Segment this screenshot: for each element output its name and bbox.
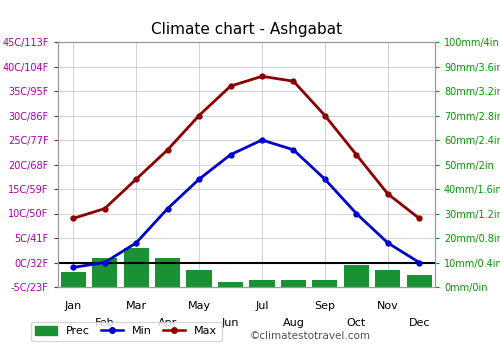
Text: Dec: Dec (408, 317, 430, 328)
Bar (250, 280, 274, 287)
Text: Nov: Nov (377, 301, 398, 311)
Bar (124, 248, 148, 287)
Bar (375, 270, 400, 287)
Bar (186, 270, 212, 287)
Text: Sep: Sep (314, 301, 336, 311)
Text: Oct: Oct (346, 317, 366, 328)
Bar (218, 282, 243, 287)
Bar (281, 280, 306, 287)
Bar (344, 265, 369, 287)
Text: May: May (188, 301, 210, 311)
Bar (155, 258, 180, 287)
Text: Feb: Feb (95, 317, 114, 328)
Bar (60, 272, 86, 287)
Text: Mar: Mar (126, 301, 146, 311)
Text: Apr: Apr (158, 317, 177, 328)
Text: Jan: Jan (64, 301, 82, 311)
Bar (406, 275, 432, 287)
Text: Jul: Jul (255, 301, 268, 311)
Title: Climate chart - Ashgabat: Climate chart - Ashgabat (150, 22, 342, 37)
Legend: Prec, Min, Max: Prec, Min, Max (30, 322, 222, 341)
Bar (312, 280, 338, 287)
Text: Jun: Jun (222, 317, 240, 328)
Text: ©climatestotravel.com: ©climatestotravel.com (250, 331, 371, 341)
Bar (92, 258, 118, 287)
Text: Aug: Aug (282, 317, 304, 328)
